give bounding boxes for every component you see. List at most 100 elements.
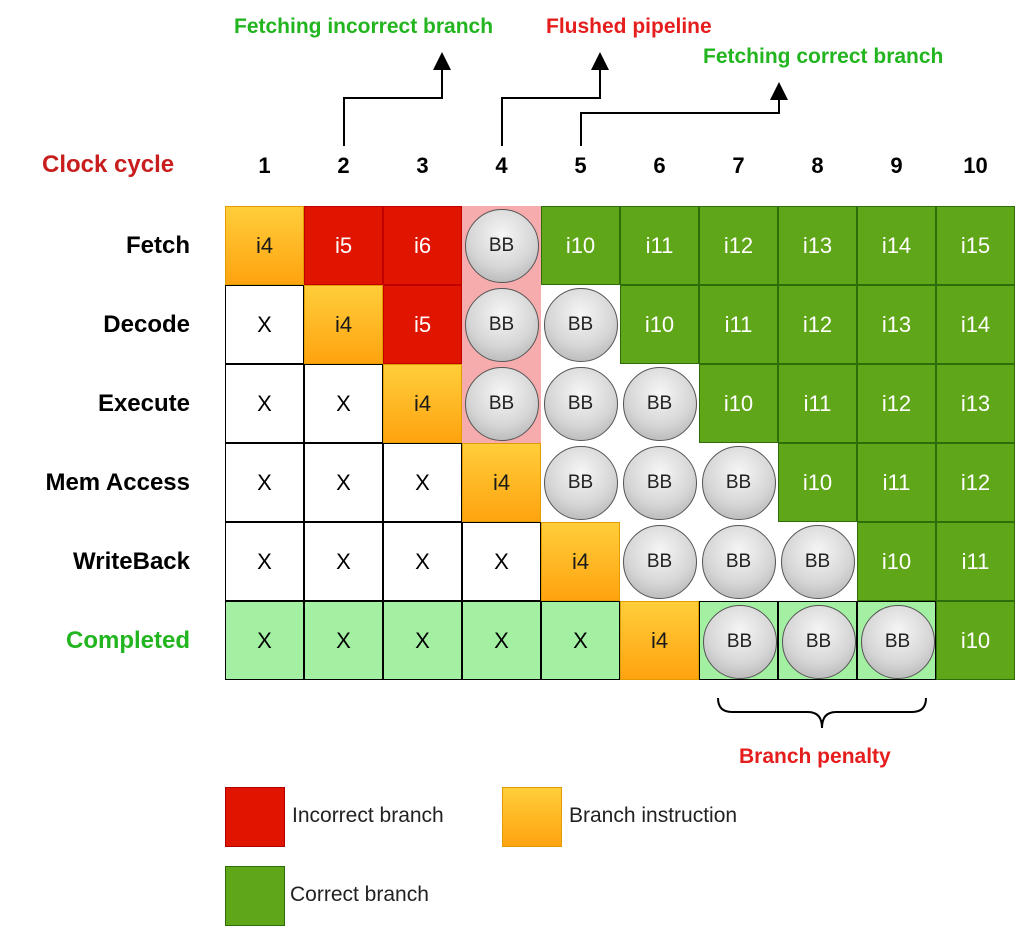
pipeline-cell: X — [541, 601, 620, 680]
pipeline-cell: BB — [699, 443, 778, 522]
arrow-correct — [580, 92, 780, 146]
pipeline-cell: i11 — [857, 443, 936, 522]
cycle-header: 4 — [495, 153, 508, 178]
cycle-header: 6 — [653, 153, 666, 178]
pipeline-cell: i11 — [620, 206, 699, 285]
pipeline-cell: i6 — [383, 206, 462, 285]
cell-value: X — [336, 469, 351, 495]
pipeline-cell: i10 — [936, 601, 1015, 680]
pipeline-cell: i13 — [936, 364, 1015, 443]
bubble-icon: BB — [781, 604, 856, 679]
pipeline-cell: X — [225, 364, 304, 443]
cell-value: i15 — [960, 232, 991, 258]
pipeline-cell: i4 — [462, 443, 541, 522]
pipeline-cell: i10 — [620, 285, 699, 364]
row-label: Fetch — [125, 231, 190, 259]
cell-value: i4 — [413, 390, 432, 416]
legend-label-branch-instruction: Branch instruction — [569, 804, 738, 827]
annotation-fetching-incorrect: Fetching incorrect branch — [234, 15, 494, 38]
pipeline-cell: X — [304, 364, 383, 443]
pipeline-cell: i13 — [778, 206, 857, 285]
cell-value: i13 — [881, 311, 912, 337]
pipeline-cell: i5 — [304, 206, 383, 285]
cell-value: X — [336, 548, 351, 574]
bubble-icon: BB — [622, 524, 697, 599]
pipeline-cell: X — [383, 601, 462, 680]
bubble-icon: BB — [622, 366, 697, 441]
cell-value: i4 — [334, 311, 353, 337]
pipeline-cell: X — [225, 522, 304, 601]
cell-value: X — [257, 627, 272, 653]
cell-value: i5 — [413, 311, 432, 337]
cell-value: i10 — [723, 390, 754, 416]
pipeline-cell: i10 — [857, 522, 936, 601]
branch-penalty-label: Branch penalty — [739, 745, 891, 768]
legend-swatch-correct — [225, 866, 285, 926]
pipeline-cell: X — [225, 285, 304, 364]
cell-value: i4 — [571, 548, 590, 574]
cycle-header: 8 — [811, 153, 824, 178]
cell-value: X — [494, 627, 509, 653]
pipeline-cell: BB — [620, 443, 699, 522]
cell-value: i4 — [650, 627, 669, 653]
pipeline-cell: i4 — [225, 206, 304, 285]
pipeline-cell: i11 — [936, 522, 1015, 601]
cycle-header: 3 — [416, 153, 429, 178]
pipeline-cell: BB — [778, 601, 857, 680]
cycle-header: 9 — [890, 153, 903, 178]
pipeline-cell: i11 — [699, 285, 778, 364]
pipeline-cell: i14 — [936, 285, 1015, 364]
pipeline-cell: X — [304, 443, 383, 522]
pipeline-cell: X — [225, 443, 304, 522]
cycle-header: 2 — [337, 153, 350, 178]
cell-value: X — [336, 390, 351, 416]
bubble-icon: BB — [702, 604, 777, 679]
cell-value: i12 — [723, 232, 754, 258]
pipeline-cell: X — [304, 601, 383, 680]
bubble-icon: BB — [780, 524, 855, 599]
cell-value: X — [415, 548, 430, 574]
annotation-fetching-correct: Fetching correct branch — [703, 45, 944, 68]
legend-label-correct: Correct branch — [290, 883, 429, 906]
pipeline-cell: i5 — [383, 285, 462, 364]
pipeline-cell: i11 — [778, 364, 857, 443]
row-label: Execute — [97, 389, 190, 417]
cell-value: X — [573, 627, 588, 653]
cell-value: i6 — [413, 232, 432, 258]
cell-value: i10 — [802, 469, 833, 495]
cell-value: i11 — [724, 311, 753, 337]
cell-value: X — [257, 548, 272, 574]
annotation-arrows — [343, 52, 788, 146]
cell-value: X — [415, 469, 430, 495]
pipeline-cell: i4 — [383, 364, 462, 443]
pipeline-cell: i12 — [936, 443, 1015, 522]
pipeline-cell: BB — [620, 364, 699, 443]
pipeline-cell: X — [383, 443, 462, 522]
cell-value: i12 — [802, 311, 833, 337]
arrow-flushed — [501, 62, 601, 146]
bubble-icon: BB — [543, 287, 618, 362]
cell-value: i4 — [255, 232, 274, 258]
bubble-icon: BB — [622, 445, 697, 520]
cell-value: i13 — [960, 390, 991, 416]
pipeline-cell: BB — [778, 522, 857, 601]
cycle-header: 10 — [963, 153, 988, 178]
pipeline-cell: i10 — [541, 206, 620, 285]
row-label: Mem Access — [45, 468, 190, 496]
pipeline-cell: i4 — [541, 522, 620, 601]
pipeline-cell: i14 — [857, 206, 936, 285]
cell-value: X — [257, 469, 272, 495]
arrow-incorrect — [343, 62, 443, 146]
pipeline-cell: BB — [462, 285, 541, 364]
cell-value: X — [257, 390, 272, 416]
cycle-header: 1 — [258, 153, 271, 178]
pipeline-cell: X — [225, 601, 304, 680]
bubble-icon: BB — [464, 287, 539, 362]
pipeline-cell: i4 — [304, 285, 383, 364]
pipeline-cell: i12 — [857, 364, 936, 443]
bubble-icon: BB — [701, 445, 776, 520]
pipeline-cell: i4 — [620, 601, 699, 680]
pipeline-cell: BB — [699, 522, 778, 601]
pipeline-cell: i15 — [936, 206, 1015, 285]
